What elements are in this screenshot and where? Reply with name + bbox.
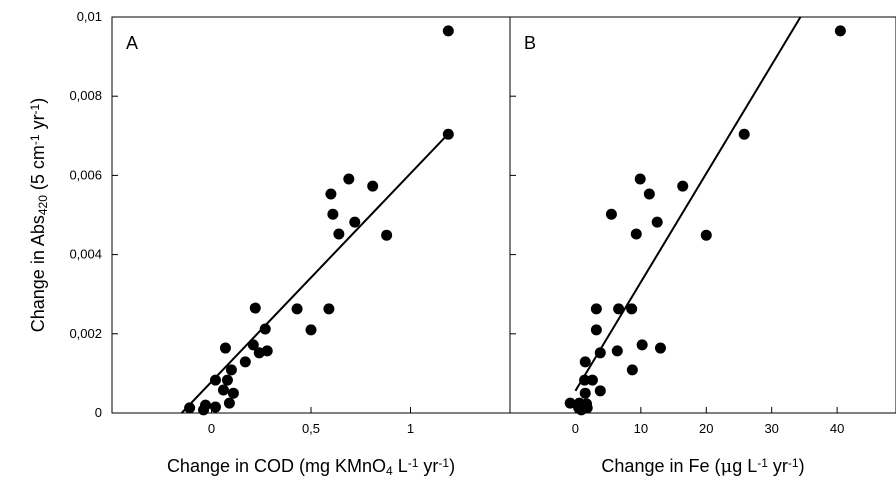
label-part: -1 <box>28 134 42 145</box>
data-point <box>219 342 231 354</box>
fit-line <box>574 16 802 392</box>
data-point <box>738 128 750 140</box>
label-part: -1 <box>757 456 768 470</box>
data-point <box>381 229 393 241</box>
data-point <box>579 374 591 386</box>
label-part: yr <box>28 114 48 134</box>
label-part: -1 <box>788 456 799 470</box>
x-tick-label: 20 <box>699 421 713 436</box>
label-part: L <box>393 456 408 476</box>
label-part: Change in Fe ( <box>601 456 720 476</box>
label-part: -1 <box>408 456 419 470</box>
label-part: 4 <box>386 464 393 478</box>
data-point <box>605 208 617 220</box>
data-point <box>630 228 642 240</box>
data-point <box>590 303 602 315</box>
data-point <box>834 25 846 37</box>
x-tick-label: 30 <box>764 421 778 436</box>
data-point <box>349 216 361 228</box>
data-point <box>586 374 598 386</box>
data-point <box>636 339 648 351</box>
x-tick-label: 0 <box>208 421 215 436</box>
data-point <box>291 303 303 315</box>
data-point <box>223 397 235 409</box>
x-axis-label: Change in COD (mg KMnO4 L-1 yr-1) <box>167 456 455 478</box>
data-point <box>579 356 591 368</box>
data-point <box>323 303 335 315</box>
data-point <box>442 128 454 140</box>
panel-label: B <box>524 33 536 53</box>
fit-line <box>180 133 450 414</box>
data-point <box>564 397 576 409</box>
data-point <box>677 180 689 192</box>
data-point <box>634 173 646 185</box>
plot-frame <box>111 16 511 414</box>
data-point <box>327 208 339 220</box>
data-point <box>594 385 606 397</box>
y-tick-label: 0,008 <box>69 88 102 103</box>
x-tick-label: 0 <box>572 421 579 436</box>
label-part: Change in COD (mg KMnO <box>167 456 386 476</box>
x-axis-label: Change in Fe (μg L-1 yr-1) <box>601 456 804 477</box>
data-point <box>225 364 237 376</box>
plot-frame <box>509 16 896 414</box>
data-point <box>651 216 663 228</box>
x-tick-label: 10 <box>634 421 648 436</box>
label-part: 420 <box>36 195 50 215</box>
y-axis-label: Change in Abs420 (5 cm-1 yr-1) <box>28 98 50 332</box>
data-point <box>579 387 591 399</box>
panel-label: A <box>126 33 138 53</box>
data-point <box>221 374 233 386</box>
label-part: ) <box>799 456 805 476</box>
data-point <box>333 228 345 240</box>
label-part: yr <box>418 456 438 476</box>
data-point <box>198 404 210 416</box>
x-tick-label: 1 <box>407 421 414 436</box>
label-part: (5 cm <box>28 145 48 195</box>
data-point <box>209 374 221 386</box>
y-tick-label: 0,01 <box>77 9 102 24</box>
data-point <box>611 345 623 357</box>
data-point <box>442 25 454 37</box>
y-tick-label: 0,002 <box>69 326 102 341</box>
label-part: g L <box>732 456 757 476</box>
label-part: yr <box>768 456 788 476</box>
data-point <box>700 229 712 241</box>
data-point <box>184 402 196 414</box>
y-tick-label: 0,006 <box>69 167 102 182</box>
data-point <box>227 387 239 399</box>
data-point <box>613 303 625 315</box>
label-part: μ <box>721 456 733 477</box>
y-tick-label: 0,004 <box>69 247 102 262</box>
data-point <box>594 347 606 359</box>
data-point <box>261 345 273 357</box>
y-tick-label: 0 <box>95 405 102 420</box>
data-point <box>643 188 655 200</box>
data-point <box>259 323 271 335</box>
data-point <box>305 324 317 336</box>
label-part: Change in Abs <box>28 215 48 332</box>
data-point <box>325 188 337 200</box>
data-point <box>239 356 251 368</box>
data-point <box>367 180 379 192</box>
data-point <box>209 401 221 413</box>
data-point <box>654 342 666 354</box>
data-point <box>247 339 259 351</box>
label-part: ) <box>28 98 48 104</box>
data-point <box>249 302 261 314</box>
data-point <box>581 398 593 410</box>
data-point <box>626 364 638 376</box>
label-part: -1 <box>438 456 449 470</box>
data-point <box>343 173 355 185</box>
data-point <box>217 384 229 396</box>
data-point <box>626 303 638 315</box>
data-point <box>590 324 602 336</box>
x-tick-label: 40 <box>830 421 844 436</box>
label-part: -1 <box>28 103 42 114</box>
label-part: ) <box>449 456 455 476</box>
x-tick-label: 0,5 <box>302 421 320 436</box>
